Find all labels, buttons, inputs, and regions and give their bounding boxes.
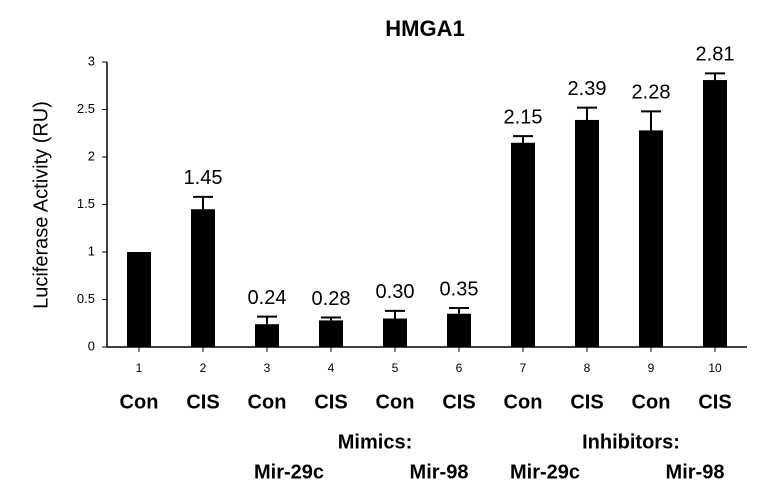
y-tick-label: 0 [88,338,95,353]
y-tick-label: 2.5 [77,101,95,116]
group-title: Inhibitors: [582,431,680,453]
x-tick-label: 8 [584,361,591,375]
value-label: 0.30 [376,281,415,303]
x-sublabel: Con [504,391,543,413]
x-tick-label: 9 [648,361,655,375]
y-tick-label: 1.5 [77,196,95,211]
value-label: 2.81 [696,44,735,66]
x-tick-label: 1 [136,361,143,375]
bar [127,252,151,347]
bar [703,80,727,348]
x-sublabel: Con [120,391,159,413]
x-sublabel: Con [376,391,415,413]
x-tick-label: 7 [520,361,527,375]
bar [511,142,535,347]
value-label: 0.28 [312,288,351,310]
x-sublabel: Con [248,391,287,413]
value-label: 0.24 [248,287,287,309]
value-label: 2.28 [632,82,671,104]
x-sublabel: CIS [314,391,347,413]
bar [575,119,599,347]
bar [319,320,343,347]
chart-title: HMGA1 [385,16,464,41]
x-sublabel: CIS [186,391,219,413]
bar [447,313,471,347]
group-title: Mimics: [338,431,412,453]
x-sublabel: CIS [570,391,603,413]
group-item: Mir-29c [510,461,580,483]
y-tick-label: 1 [88,243,95,258]
bar [191,209,215,347]
group-item: Mir-98 [410,461,469,483]
y-axis-label: Luciferase Activity (RU) [30,101,52,309]
group-item: Mir-29c [254,461,324,483]
x-tick-label: 5 [392,361,399,375]
bar [255,324,279,347]
value-label: 2.15 [504,106,543,128]
x-sublabel: CIS [698,391,731,413]
bar [383,318,407,347]
y-tick-label: 2 [88,148,95,163]
bar [639,130,663,347]
x-sublabel: CIS [442,391,475,413]
value-label: 1.45 [184,167,223,189]
x-sublabel: Con [632,391,671,413]
x-tick-label: 6 [456,361,463,375]
x-tick-label: 2 [200,361,207,375]
group-item: Mir-98 [666,461,725,483]
y-tick-label: 0.5 [77,291,95,306]
x-tick-label: 10 [708,361,722,375]
x-tick-label: 3 [264,361,271,375]
value-label: 0.35 [440,278,479,300]
value-label: 2.39 [568,78,607,100]
x-tick-label: 4 [328,361,335,375]
y-tick-label: 3 [88,53,95,68]
